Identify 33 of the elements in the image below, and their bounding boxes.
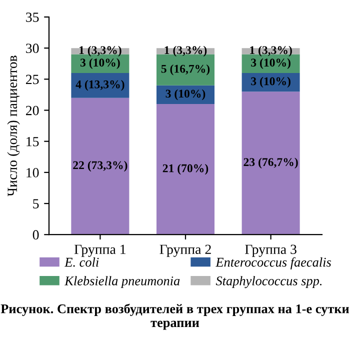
y-tick-label: 0 [32,230,39,240]
data-label: 23 (76,7%) [244,158,298,168]
data-label: 3 (10%) [166,89,206,100]
legend-label: E. coli [64,257,99,267]
bar [71,98,130,235]
text: Рисунок. Спектр возбудителей в трех группах на 1-е сутки терапии [0,304,350,330]
y-tick-label: 35 [26,12,39,22]
y-tick-label: 25 [26,74,39,84]
y-tick-label: 15 [26,136,39,146]
y-tick-label: 10 [26,168,39,178]
legend-label: Staphylococcus spp. [216,276,322,288]
bar [156,104,215,235]
data-label: 3 (10%) [251,58,290,69]
data-label: 3 (10%) [80,58,120,69]
x-tick-label: Группа 2 [160,244,211,257]
x-tick-label: Группа 1 [74,244,126,257]
data-label: 1 (3,3%) [250,46,292,57]
y-tick-label: 20 [26,106,39,116]
data-label: 21 (70%) [162,164,208,175]
bar [242,92,300,235]
data-label: 4 (13,3%) [76,80,124,91]
y-axis-title: Число (доля) пациентов [7,56,20,196]
data-label: 1 (3,3%) [164,46,207,57]
data-label: 22 (73,3%) [73,160,128,172]
data-label: 1 (3,3%) [79,46,122,57]
data-label: 5 (16,7%) [161,64,210,76]
y-tick-label: 5 [33,199,39,208]
y-tick-label: 30 [26,44,39,54]
data-label: 3 (10%) [251,76,290,88]
x-tick-label: Группа 3 [245,244,296,257]
bar [71,72,130,98]
legend-label: Klebsiella pneumonia [64,276,180,288]
legend-label: Enterococcus faecalis [216,257,331,270]
